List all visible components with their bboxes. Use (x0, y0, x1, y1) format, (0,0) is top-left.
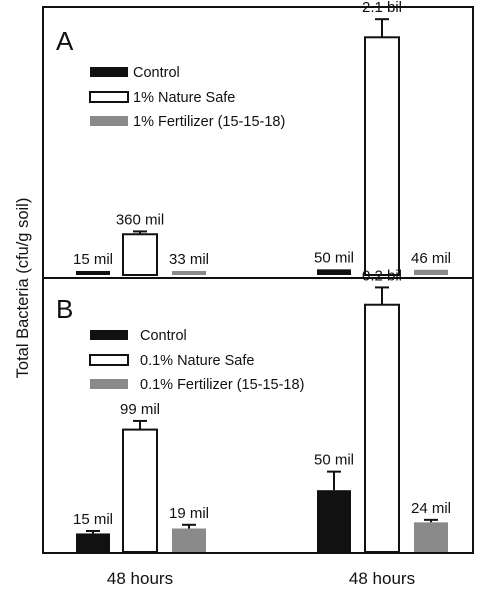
panel-a-group-1-naturesafe-bar (122, 233, 158, 277)
panel-b-group-2-control-bar (317, 490, 351, 552)
panel-a-group-1-control-bar (76, 271, 110, 275)
panel-a-group-2-naturesafe-value-label: 2.1 bil (362, 0, 402, 16)
panel-a-group-2-control-value-label: 50 mil (314, 249, 354, 266)
panel-b-group-1-fertilizer-bar (172, 528, 206, 552)
legend-a-naturesafe-swatch (89, 91, 129, 103)
legend-b: Control 0.1% Nature Safe 0.1% Fertilizer… (89, 328, 304, 393)
legend-a-control-label: Control (133, 65, 180, 81)
panel-a-group-2-fertilizer-bar (414, 269, 448, 275)
legend-b-control-swatch (90, 330, 128, 340)
legend-a-fertilizer-swatch (90, 116, 128, 126)
panel-b-group-2-naturesafe-value-label: 0.2 bil (362, 267, 402, 284)
panel-b-group-1-naturesafe-bar (122, 428, 158, 554)
panel-a-group-1-fertilizer-bar (172, 271, 206, 275)
panel-a-group-2-naturesafe-bar (364, 36, 400, 277)
panel-b-group-1-fertilizer-value-label: 19 mil (169, 505, 209, 522)
x-label-group-1: 48 hours (107, 569, 173, 588)
panel-a-group-1-naturesafe-value-label: 360 mil (116, 211, 164, 228)
y-axis-label: Total Bacteria (cfu/g soil) (14, 198, 32, 379)
panel-a-frame (42, 6, 474, 279)
legend-a-control-swatch (90, 67, 128, 77)
bar-marks: 15 mil 360 mil 33 mil 50 mil 2.1 bil 46 mil 15… (73, 0, 451, 554)
panel-b-group-2-fertilizer-value-label: 24 mil (411, 500, 451, 517)
legend-a: Control 1% Nature Safe 1% Fertilizer (15… (89, 65, 285, 130)
panel-b-frame (42, 277, 474, 554)
legend-a-fertilizer-label: 1% Fertilizer (15-15-18) (133, 114, 285, 130)
legend-b-fertilizer-label: 0.1% Fertilizer (15-15-18) (140, 377, 304, 393)
panel-a-group-1-control-value-label: 15 mil (73, 251, 113, 268)
panel-b-group-1-naturesafe-value-label: 99 mil (120, 401, 160, 418)
legend-b-naturesafe-swatch (89, 354, 129, 366)
legend-b-naturesafe-label: 0.1% Nature Safe (140, 353, 254, 369)
panel-b-group-1-control-bar (76, 533, 110, 552)
panel-b-group-2-fertilizer-bar (414, 522, 448, 552)
panel-a-group-1-fertilizer-value-label: 33 mil (169, 251, 209, 268)
panel-b-letter: B (56, 294, 73, 324)
panel-a-group-2-control-bar (317, 269, 351, 275)
panel-b-group-2-control-value-label: 50 mil (314, 452, 354, 469)
legend-a-naturesafe-label: 1% Nature Safe (133, 90, 235, 106)
panel-a-group-2-fertilizer-value-label: 46 mil (411, 250, 451, 267)
panel-b-group-2-naturesafe-bar (364, 303, 400, 553)
panel-b-group-1-control-value-label: 15 mil (73, 511, 113, 528)
legend-b-fertilizer-swatch (90, 379, 128, 389)
panel-a-letter: A (56, 26, 74, 56)
x-label-group-2: 48 hours (349, 569, 415, 588)
legend-b-control-label: Control (140, 328, 187, 344)
